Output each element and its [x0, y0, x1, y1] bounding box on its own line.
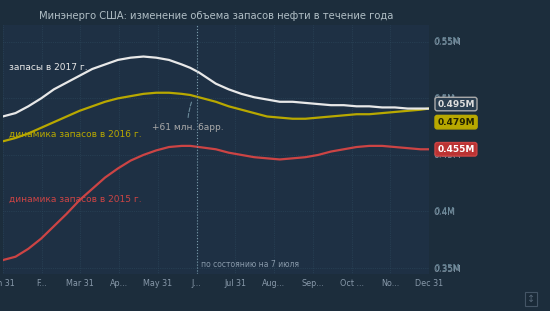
Text: 0.35M: 0.35M — [434, 263, 460, 272]
Text: +61 млн. барр.: +61 млн. барр. — [152, 102, 223, 132]
Text: динамика запасов в 2016 г.: динамика запасов в 2016 г. — [9, 130, 142, 139]
Text: динамика запасов в 2015 г.: динамика запасов в 2015 г. — [9, 194, 142, 203]
Text: 0.4M: 0.4M — [434, 207, 455, 216]
Text: 0.5M: 0.5M — [434, 94, 455, 103]
Text: по состоянию на 7 июля: по состоянию на 7 июля — [201, 260, 299, 269]
Text: запасы в 2017 г.: запасы в 2017 г. — [9, 63, 88, 72]
Text: ↕: ↕ — [527, 294, 535, 304]
Text: 0.55M: 0.55M — [434, 37, 460, 46]
Title: Минэнерго США: изменение объема запасов нефти в течение года: Минэнерго США: изменение объема запасов … — [39, 11, 393, 21]
Text: 0.45M: 0.45M — [434, 151, 460, 160]
Text: 0.455M: 0.455M — [437, 145, 475, 154]
Text: 0.495M: 0.495M — [437, 100, 475, 109]
Text: 0.479M: 0.479M — [437, 118, 475, 127]
